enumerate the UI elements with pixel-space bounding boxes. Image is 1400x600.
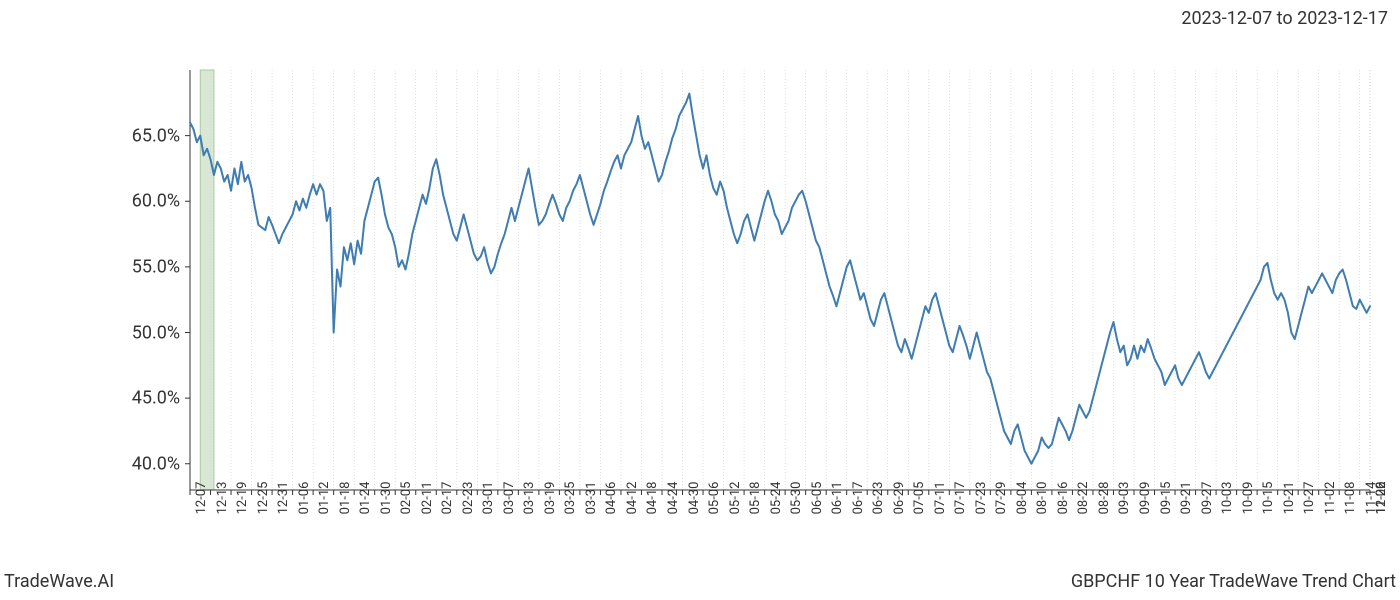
- x-tick-label: 05-12: [728, 482, 743, 515]
- x-tick-label: 05-24: [769, 482, 784, 515]
- x-tick-label: 05-06: [707, 482, 722, 515]
- y-tick-label: 50.0%: [80, 322, 180, 343]
- footer-brand: TradeWave.AI: [4, 571, 114, 592]
- x-tick-label: 04-24: [666, 482, 681, 515]
- x-tick-label: 01-24: [358, 482, 373, 515]
- x-tick-label: 09-09: [1138, 482, 1153, 515]
- x-tick-label: 03-25: [563, 482, 578, 515]
- x-tick-label: 07-05: [912, 482, 927, 515]
- x-tick-label: 12-25: [256, 482, 271, 515]
- x-tick-label: 03-31: [584, 482, 599, 515]
- y-tick-label: 60.0%: [80, 191, 180, 212]
- x-tick-label: 09-21: [1179, 482, 1194, 515]
- x-tick-label: 08-28: [1097, 482, 1112, 515]
- x-tick-label: 08-16: [1056, 482, 1071, 515]
- date-range-label: 2023-12-07 to 2023-12-17: [1181, 8, 1388, 29]
- x-tick-label: 05-18: [748, 482, 763, 515]
- x-tick-label: 05-30: [789, 482, 804, 515]
- chart-svg: [0, 50, 1400, 540]
- x-tick-label: 10-21: [1282, 482, 1297, 515]
- x-tick-label: 09-15: [1159, 482, 1174, 515]
- y-tick-label: 55.0%: [80, 256, 180, 277]
- x-tick-label: 12-31: [276, 482, 291, 515]
- x-tick-label: 06-23: [871, 482, 886, 515]
- x-tick-label: 10-09: [1241, 482, 1256, 515]
- x-tick-label: 02-11: [420, 482, 435, 515]
- x-tick-label: 09-03: [1117, 482, 1132, 515]
- x-tick-label: 10-15: [1261, 482, 1276, 515]
- x-tick-label: 12-19: [235, 482, 250, 515]
- x-tick-label: 06-11: [830, 482, 845, 515]
- x-tick-label: 03-13: [522, 482, 537, 515]
- x-tick-label: 09-27: [1200, 482, 1215, 515]
- x-tick-label: 07-11: [933, 482, 948, 515]
- x-tick-label: 08-04: [1015, 482, 1030, 515]
- x-tick-label: 10-03: [1220, 482, 1235, 515]
- x-tick-label: 01-06: [297, 482, 312, 515]
- x-tick-label: 04-06: [604, 482, 619, 515]
- x-tick-label: 06-17: [851, 482, 866, 515]
- x-tick-label: 07-23: [974, 482, 989, 515]
- x-tick-label: 12-13: [215, 482, 230, 515]
- x-tick-label: 02-17: [440, 482, 455, 515]
- x-tick-label: 03-07: [502, 482, 517, 515]
- x-tick-label: 03-19: [543, 482, 558, 515]
- x-tick-label: 10-27: [1302, 482, 1317, 515]
- x-tick-label: 11-08: [1343, 482, 1358, 515]
- x-tick-label: 08-10: [1035, 482, 1050, 515]
- x-tick-label: 04-12: [625, 482, 640, 515]
- x-tick-label: 02-23: [461, 482, 476, 515]
- x-tick-label: 04-18: [645, 482, 660, 515]
- trend-chart: 40.0% 45.0% 50.0% 55.0% 60.0% 65.0% 12-07 12-1…: [0, 50, 1400, 540]
- x-tick-label: 12-02: [1374, 482, 1389, 515]
- x-tick-label: 04-30: [687, 482, 702, 515]
- x-tick-label: 07-17: [953, 482, 968, 515]
- x-tick-label: 08-22: [1076, 482, 1091, 515]
- y-tick-label: 40.0%: [80, 453, 180, 474]
- x-tick-label: 06-29: [892, 482, 907, 515]
- y-tick-label: 65.0%: [80, 125, 180, 146]
- x-tick-label: 01-18: [338, 482, 353, 515]
- x-tick-label: 01-12: [317, 482, 332, 515]
- x-tick-label: 11-02: [1323, 482, 1338, 515]
- footer-chart-title: GBPCHF 10 Year TradeWave Trend Chart: [1071, 571, 1396, 592]
- x-tick-label: 02-05: [399, 482, 414, 515]
- x-tick-label: 12-07: [194, 482, 209, 515]
- y-tick-label: 45.0%: [80, 388, 180, 409]
- x-tick-label: 06-05: [810, 482, 825, 515]
- x-tick-label: 01-30: [379, 482, 394, 515]
- x-tick-label: 07-29: [994, 482, 1009, 515]
- x-tick-label: 03-01: [481, 482, 496, 515]
